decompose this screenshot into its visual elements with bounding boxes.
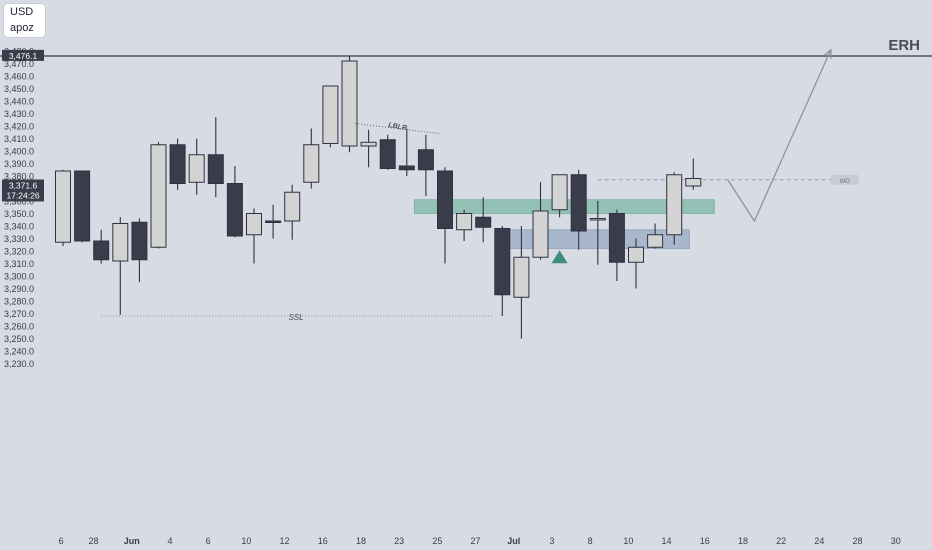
candle-body <box>93 240 110 261</box>
candle-body <box>284 191 301 222</box>
x-tick-label: 3 <box>549 536 554 546</box>
candle-body <box>246 213 262 236</box>
indicator-name: apoz <box>10 22 34 34</box>
erh-price-marker <box>2 49 44 61</box>
candle-body <box>475 216 492 228</box>
candle-body <box>456 213 473 231</box>
x-tick-label: 10 <box>241 536 251 546</box>
erh-label: ERH <box>888 37 920 54</box>
candle-body <box>55 170 71 243</box>
x-tick-label: 8 <box>588 536 593 546</box>
x-tick-label: 18 <box>356 536 366 546</box>
y-tick-label: 3,430.0 <box>4 109 34 119</box>
y-tick-label: 3,400.0 <box>4 147 34 157</box>
projection-path <box>727 49 832 223</box>
candle-body <box>666 174 683 236</box>
candle-body <box>570 174 587 232</box>
x-tick-label: 25 <box>432 536 442 546</box>
currency-badge[interactable]: USD apoz <box>4 4 45 37</box>
x-tick-label: 6 <box>206 536 211 546</box>
candle-body <box>360 141 377 147</box>
current-price-label: 3,371.6 <box>9 181 38 191</box>
candle-body <box>608 213 625 263</box>
candle-body <box>188 154 205 183</box>
x-tick-label: 27 <box>471 536 481 546</box>
candle-body <box>112 223 129 262</box>
x-tick-label: 23 <box>394 536 404 546</box>
lblr-label: LBLR <box>388 122 408 132</box>
x-tick-label: 16 <box>700 536 710 546</box>
candle-body <box>494 228 511 296</box>
candle-body <box>207 154 224 184</box>
y-tick-label: 3,380.0 <box>4 172 34 182</box>
x-tick-label: 30 <box>891 536 901 546</box>
x-tick-label: 12 <box>280 536 290 546</box>
y-tick-label: 3,260.0 <box>4 322 34 332</box>
y-tick-label: 3,280.0 <box>4 297 34 307</box>
candle-body <box>74 170 91 242</box>
y-tick-label: 3,320.0 <box>4 247 34 257</box>
wo-tag <box>830 174 859 185</box>
candle-body <box>341 60 358 147</box>
x-tick-label: 22 <box>776 536 786 546</box>
y-tick-label: 3,290.0 <box>4 284 34 294</box>
candle-body <box>647 234 664 248</box>
lblr-trendline <box>355 123 440 134</box>
y-tick-label: 3,270.0 <box>4 309 34 319</box>
y-tick-label: 3,330.0 <box>4 234 34 244</box>
candle-body <box>589 218 606 221</box>
y-tick-label: 3,310.0 <box>4 259 34 269</box>
candle-body <box>379 139 396 169</box>
y-tick-label: 3,410.0 <box>4 134 34 144</box>
x-tick-label: 28 <box>89 536 99 546</box>
bullish-triangle <box>551 250 568 264</box>
x-tick-label: 18 <box>738 536 748 546</box>
candle-body <box>437 170 453 229</box>
y-tick-label: 3,350.0 <box>4 209 34 219</box>
ssl-label: SSL <box>288 313 303 322</box>
candle-body <box>551 174 568 211</box>
candle-body <box>685 178 702 187</box>
y-tick-label: 3,340.0 <box>4 222 34 232</box>
candle-body <box>628 246 644 263</box>
candle-body <box>265 220 282 223</box>
y-tick-label: 3,240.0 <box>4 347 34 357</box>
currency-label: USD <box>10 6 34 18</box>
candle-body <box>169 144 186 184</box>
x-tick-label: 16 <box>318 536 328 546</box>
candle-body <box>398 165 415 171</box>
y-tick-label: 3,460.0 <box>4 72 34 82</box>
y-tick-label: 3,440.0 <box>4 97 34 107</box>
x-tick-label: 14 <box>662 536 672 546</box>
candle-body <box>303 144 320 183</box>
x-tick-label: 10 <box>623 536 633 546</box>
y-tick-label: 3,230.0 <box>4 359 34 369</box>
y-tick-label: 3,420.0 <box>4 122 34 132</box>
erh-price-label: 3,476.1 <box>9 51 38 61</box>
candle-body <box>513 256 530 298</box>
x-tick-label: Jun <box>124 536 140 546</box>
current-price-marker <box>2 179 44 202</box>
candle-body <box>131 221 148 261</box>
x-tick-label: 6 <box>59 536 64 546</box>
x-tick-label: 24 <box>814 536 824 546</box>
candle-body <box>322 85 339 144</box>
candle-body <box>150 144 167 248</box>
y-tick-label: 3,450.0 <box>4 84 34 94</box>
x-tick-label: Jul <box>507 536 520 546</box>
y-tick-label: 3,250.0 <box>4 334 34 344</box>
y-tick-label: 3,470.0 <box>4 59 34 69</box>
candle-body <box>226 183 243 237</box>
x-tick-label: 28 <box>853 536 863 546</box>
y-tick-label: 3,390.0 <box>4 159 34 169</box>
x-tick-label: 4 <box>167 536 172 546</box>
y-tick-label: 3,300.0 <box>4 272 34 282</box>
wo-label: WO <box>840 179 851 185</box>
candle-body <box>417 149 434 171</box>
projection-arrowhead <box>823 48 832 59</box>
candle-body <box>532 210 549 258</box>
countdown-label: 17:24:26 <box>6 191 39 201</box>
